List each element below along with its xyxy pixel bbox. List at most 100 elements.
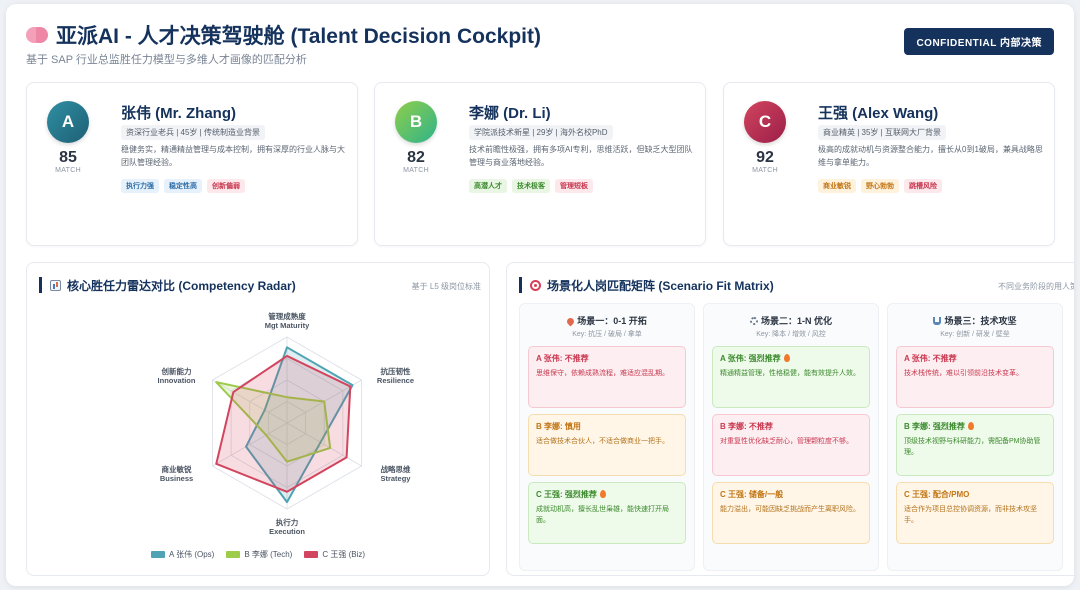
legend-item-a[interactable]: A 张伟 (Ops) bbox=[150, 549, 214, 560]
matrix-title-text: 场景化人岗匹配矩阵 (Scenario Fit Matrix) bbox=[547, 278, 774, 293]
radar-axis-label: 执行力 bbox=[276, 517, 299, 527]
avatar: A bbox=[47, 101, 89, 143]
radar-axis-label-en: Innovation bbox=[158, 376, 196, 385]
fit-description: 精通精益管理，性格稳健，能有效提升人效。 bbox=[720, 370, 860, 377]
brain-icon bbox=[26, 25, 48, 45]
legend-swatch bbox=[150, 551, 165, 558]
radar-axis-label: 创新能力 bbox=[161, 366, 192, 376]
legend-label: C 王强 (Biz) bbox=[322, 550, 366, 559]
scenario-key: Key: 降本 / 增效 / 风控 bbox=[756, 331, 826, 338]
scenario-key: Key: 抗压 / 破局 / 拿单 bbox=[572, 331, 642, 338]
candidate-name: 王强 (Alex Wang) bbox=[818, 105, 939, 122]
scenario-title-text: 场景一：0-1 开拓 bbox=[577, 316, 647, 326]
radar-series-2[interactable] bbox=[215, 381, 332, 463]
tag: 稳定性高 bbox=[164, 179, 202, 193]
radar-panel-title: 核心胜任力雷达对比 (Competency Radar) bbox=[39, 277, 296, 293]
candidate-name: 李娜 (Dr. Li) bbox=[469, 105, 551, 122]
radar-axis-label: 管理成熟度 bbox=[268, 311, 306, 321]
fit-card[interactable]: A 张伟: 不推荐思维保守，依赖成熟流程，难适应混乱期。 bbox=[528, 346, 686, 408]
fit-description: 技术栈传统，难以引领前沿技术变革。 bbox=[904, 370, 1023, 377]
radar-legend: A 张伟 (Ops) B 李娜 (Tech) C 王强 (Biz) bbox=[27, 549, 489, 560]
tag: 野心勃勃 bbox=[861, 179, 899, 193]
scenario-title-text: 场景二：1-N 优化 bbox=[760, 316, 832, 326]
legend-swatch bbox=[226, 551, 241, 558]
candidate-card-c[interactable]: C 92 MATCH 王强 (Alex Wang) 商业精英 | 35岁 | 互… bbox=[723, 82, 1055, 246]
radar-axis-label-en: Strategy bbox=[380, 474, 411, 483]
radar-spoke bbox=[286, 422, 362, 467]
fit-title: A 张伟: 不推荐 bbox=[904, 353, 1046, 364]
flask-icon bbox=[933, 317, 942, 325]
tag: 创新偏弱 bbox=[207, 179, 245, 193]
matrix-note: 不同业务阶段的用人策略 bbox=[998, 282, 1074, 291]
legend-label: B 李娜 (Tech) bbox=[244, 550, 293, 559]
candidate-meta: 学院派技术新星 | 29岁 | 海外名校PhD bbox=[469, 125, 613, 140]
fit-card[interactable]: B 李娜: 不推荐对重复性优化缺乏耐心，管理颗粒度不够。 bbox=[712, 414, 870, 476]
fit-title: C 王强: 配合/PMO bbox=[904, 489, 1046, 500]
radar-axis-label-en: Execution bbox=[269, 527, 305, 536]
scenario-title: 场景二：1-N 优化 bbox=[704, 314, 878, 327]
fit-description: 适合做技术合伙人，不适合做商业一把手。 bbox=[536, 438, 669, 445]
radar-series-3[interactable] bbox=[215, 354, 352, 493]
scenario-column-1: 场景一：0-1 开拓 Key: 抗压 / 破局 / 拿单 A 张伟: 不推荐思维保守… bbox=[519, 303, 695, 571]
radar-axis-label-en: Mgt Maturity bbox=[265, 321, 310, 330]
tag: 跳槽风险 bbox=[904, 179, 942, 193]
page-subtitle: 基于 SAP 行业总监胜任力模型与多维人才画像的匹配分析 bbox=[26, 54, 307, 66]
radar-panel: 核心胜任力雷达对比 (Competency Radar) 基于 L5 级岗位标准… bbox=[26, 262, 490, 576]
fit-title: B 李娜: 不推荐 bbox=[720, 421, 862, 432]
tag: 商业敏锐 bbox=[818, 179, 856, 193]
scenario-column-3: 场景三：技术攻坚 Key: 创新 / 研发 / 壁垒 A 张伟: 不推荐技术栈传统，… bbox=[887, 303, 1063, 571]
match-score: 92 bbox=[756, 149, 774, 166]
fit-description: 对重复性优化缺乏耐心，管理颗粒度不够。 bbox=[720, 438, 853, 445]
radar-spoke bbox=[212, 379, 288, 424]
fit-description: 思维保守，依赖成熟流程，难适应混乱期。 bbox=[536, 370, 669, 377]
scenario-key: Key: 创新 / 研发 / 壁垒 bbox=[940, 331, 1010, 338]
fit-card[interactable]: B 李娜: 慎用适合做技术合伙人，不适合做商业一把手。 bbox=[528, 414, 686, 476]
fire-icon bbox=[599, 490, 606, 498]
legend-item-c[interactable]: C 王强 (Biz) bbox=[304, 549, 365, 560]
radar-spoke bbox=[212, 422, 288, 467]
scenario-title-text: 场景三：技术攻坚 bbox=[944, 316, 1017, 326]
fit-title-text: B 李娜: 不推荐 bbox=[720, 422, 773, 431]
tag: 高潜人才 bbox=[469, 179, 507, 193]
fit-card[interactable]: A 张伟: 不推荐技术栈传统，难以引领前沿技术变革。 bbox=[896, 346, 1054, 408]
matrix-panel: 场景化人岗匹配矩阵 (Scenario Fit Matrix) 不同业务阶段的用… bbox=[506, 262, 1074, 576]
candidate-description: 极高的成就动机与资源整合能力，擅长从0到1破局，兼具战略思维与拿单能力。 bbox=[818, 145, 1043, 167]
chart-icon bbox=[50, 279, 61, 291]
tag: 技术极客 bbox=[512, 179, 550, 193]
fit-card[interactable]: C 王强: 储备/一般能力溢出，可能因缺乏挑战而产生离职风险。 bbox=[712, 482, 870, 544]
fit-title-text: C 王强: 储备/一般 bbox=[720, 490, 784, 499]
candidate-tags: 高潜人才 技术极客 管理短板 bbox=[469, 179, 593, 193]
match-score: 82 bbox=[407, 149, 425, 166]
match-label: MATCH bbox=[55, 167, 81, 174]
fit-card[interactable]: C 王强: 配合/PMO 适合作为项目总控协调资源，而非技术攻坚手。 bbox=[896, 482, 1054, 544]
radar-axis-label: 战略思维 bbox=[380, 464, 410, 474]
fit-title-text: C 王强: 配合/PMO bbox=[904, 490, 970, 499]
fit-description: 能力溢出，可能因缺乏挑战而产生离职风险。 bbox=[720, 506, 860, 513]
avatar: B bbox=[395, 101, 437, 143]
fit-title-text: A 张伟: 不推荐 bbox=[904, 354, 957, 363]
radar-series-1[interactable] bbox=[245, 346, 354, 504]
fit-card[interactable]: A 张伟: 强烈推荐精通精益管理，性格稳健，能有效提升人效。 bbox=[712, 346, 870, 408]
candidate-tags: 执行力强 稳定性高 创新偏弱 bbox=[121, 179, 245, 193]
dashboard-page: 亚派AI - 人才决策驾驶舱 (Talent Decision Cockpit)… bbox=[6, 4, 1074, 586]
scenario-title: 场景一：0-1 开拓 bbox=[520, 314, 694, 327]
fit-title: B 李娜: 慎用 bbox=[536, 421, 678, 432]
fit-description: 顶级技术视野与科研能力，需配备PM协助管理。 bbox=[904, 438, 1041, 456]
fit-card[interactable]: C 王强: 强烈推荐 成就动机高，擅长乱世枭雄，能快速打开局面。 bbox=[528, 482, 686, 544]
rocket-icon bbox=[565, 316, 576, 327]
fit-card[interactable]: B 李娜: 强烈推荐 顶级技术视野与科研能力，需配备PM协助管理。 bbox=[896, 414, 1054, 476]
candidate-meta: 商业精英 | 35岁 | 互联网大厂背景 bbox=[818, 125, 946, 140]
candidate-card-a[interactable]: A 85 MATCH 张伟 (Mr. Zhang) 资深行业老兵 | 45岁 |… bbox=[26, 82, 358, 246]
fit-title: A 张伟: 强烈推荐 bbox=[720, 353, 862, 364]
match-label: MATCH bbox=[752, 167, 778, 174]
fit-title: A 张伟: 不推荐 bbox=[536, 353, 678, 364]
candidate-cards: A 85 MATCH 张伟 (Mr. Zhang) 资深行业老兵 | 45岁 |… bbox=[26, 82, 1074, 248]
radar-title-text: 核心胜任力雷达对比 (Competency Radar) bbox=[67, 278, 296, 293]
legend-item-b[interactable]: B 李娜 (Tech) bbox=[226, 549, 292, 560]
scenario-column-2: 场景二：1-N 优化 Key: 降本 / 增效 / 风控 A 张伟: 强烈推荐精通精… bbox=[703, 303, 879, 571]
header: 亚派AI - 人才决策驾驶舱 (Talent Decision Cockpit)… bbox=[26, 18, 1054, 68]
target-icon bbox=[530, 279, 541, 291]
candidate-card-b[interactable]: B 82 MATCH 李娜 (Dr. Li) 学院派技术新星 | 29岁 | 海… bbox=[374, 82, 706, 246]
tag: 执行力强 bbox=[121, 179, 159, 193]
